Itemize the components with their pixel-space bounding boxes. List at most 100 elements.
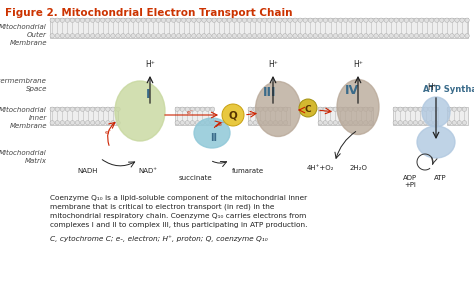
Circle shape [257, 18, 262, 22]
Circle shape [96, 107, 100, 111]
Text: I: I [146, 87, 150, 101]
Circle shape [323, 121, 328, 125]
Circle shape [126, 18, 130, 22]
Circle shape [379, 18, 383, 22]
Circle shape [424, 18, 429, 22]
Circle shape [299, 99, 317, 117]
Text: Figure 2. Mitochondrial Electron Transport Chain: Figure 2. Mitochondrial Electron Transpo… [5, 8, 292, 18]
Circle shape [182, 34, 186, 38]
Circle shape [313, 34, 318, 38]
Circle shape [91, 18, 95, 22]
Circle shape [60, 121, 64, 125]
Circle shape [55, 18, 59, 22]
Circle shape [55, 121, 59, 125]
Circle shape [65, 18, 70, 22]
Circle shape [455, 18, 459, 22]
Circle shape [457, 107, 462, 111]
Circle shape [328, 18, 333, 22]
Circle shape [393, 121, 397, 125]
Circle shape [70, 18, 74, 22]
Circle shape [175, 121, 179, 125]
Circle shape [111, 121, 115, 125]
Text: ATP Synthase: ATP Synthase [423, 85, 474, 95]
Circle shape [222, 34, 227, 38]
Circle shape [348, 34, 353, 38]
Circle shape [146, 34, 151, 38]
Circle shape [207, 34, 211, 38]
Circle shape [210, 121, 215, 125]
Circle shape [439, 34, 444, 38]
Circle shape [278, 107, 283, 111]
Circle shape [278, 34, 282, 38]
Circle shape [428, 107, 433, 111]
Circle shape [460, 34, 464, 38]
Circle shape [268, 107, 273, 111]
Circle shape [237, 18, 242, 22]
Circle shape [146, 18, 151, 22]
Text: III: III [263, 87, 277, 99]
Circle shape [369, 107, 373, 111]
Circle shape [50, 107, 55, 111]
Ellipse shape [417, 126, 455, 158]
Circle shape [205, 107, 210, 111]
Circle shape [313, 18, 318, 22]
Text: H⁺: H⁺ [145, 60, 155, 69]
Circle shape [424, 34, 429, 38]
Circle shape [212, 34, 216, 38]
Circle shape [176, 18, 181, 22]
Circle shape [283, 18, 287, 22]
Circle shape [201, 107, 205, 111]
Circle shape [344, 34, 348, 38]
Circle shape [328, 121, 333, 125]
Circle shape [60, 34, 64, 38]
Circle shape [195, 121, 200, 125]
Circle shape [85, 121, 90, 125]
Text: 2H₂O: 2H₂O [349, 165, 367, 171]
Circle shape [111, 18, 115, 22]
Circle shape [298, 34, 302, 38]
Circle shape [65, 34, 70, 38]
Circle shape [55, 107, 59, 111]
Circle shape [423, 107, 428, 111]
Circle shape [434, 107, 438, 111]
Circle shape [452, 107, 456, 111]
Circle shape [293, 34, 297, 38]
Circle shape [450, 18, 454, 22]
Text: C: C [305, 105, 311, 114]
Circle shape [247, 34, 252, 38]
Circle shape [273, 121, 278, 125]
Circle shape [60, 107, 64, 111]
Circle shape [344, 18, 348, 22]
Circle shape [318, 18, 323, 22]
Circle shape [176, 34, 181, 38]
Circle shape [283, 121, 288, 125]
Circle shape [268, 34, 272, 38]
Circle shape [283, 107, 288, 111]
Circle shape [414, 18, 419, 22]
Circle shape [318, 121, 322, 125]
Circle shape [197, 18, 201, 22]
Circle shape [106, 121, 110, 125]
Circle shape [237, 34, 242, 38]
Circle shape [303, 34, 308, 38]
Circle shape [116, 121, 120, 125]
Text: H⁺: H⁺ [427, 83, 437, 92]
Circle shape [398, 121, 402, 125]
Circle shape [96, 34, 100, 38]
Text: e⁻: e⁻ [186, 110, 193, 114]
Ellipse shape [255, 82, 301, 137]
Circle shape [227, 18, 231, 22]
Circle shape [374, 34, 378, 38]
Text: Intermembrane
Space: Intermembrane Space [0, 78, 47, 92]
Circle shape [354, 34, 358, 38]
Circle shape [369, 34, 373, 38]
Circle shape [81, 121, 85, 125]
Circle shape [172, 18, 176, 22]
Circle shape [455, 34, 459, 38]
Circle shape [462, 107, 466, 111]
Circle shape [460, 18, 464, 22]
Circle shape [242, 34, 246, 38]
Circle shape [191, 18, 196, 22]
Circle shape [323, 18, 328, 22]
Circle shape [81, 34, 85, 38]
